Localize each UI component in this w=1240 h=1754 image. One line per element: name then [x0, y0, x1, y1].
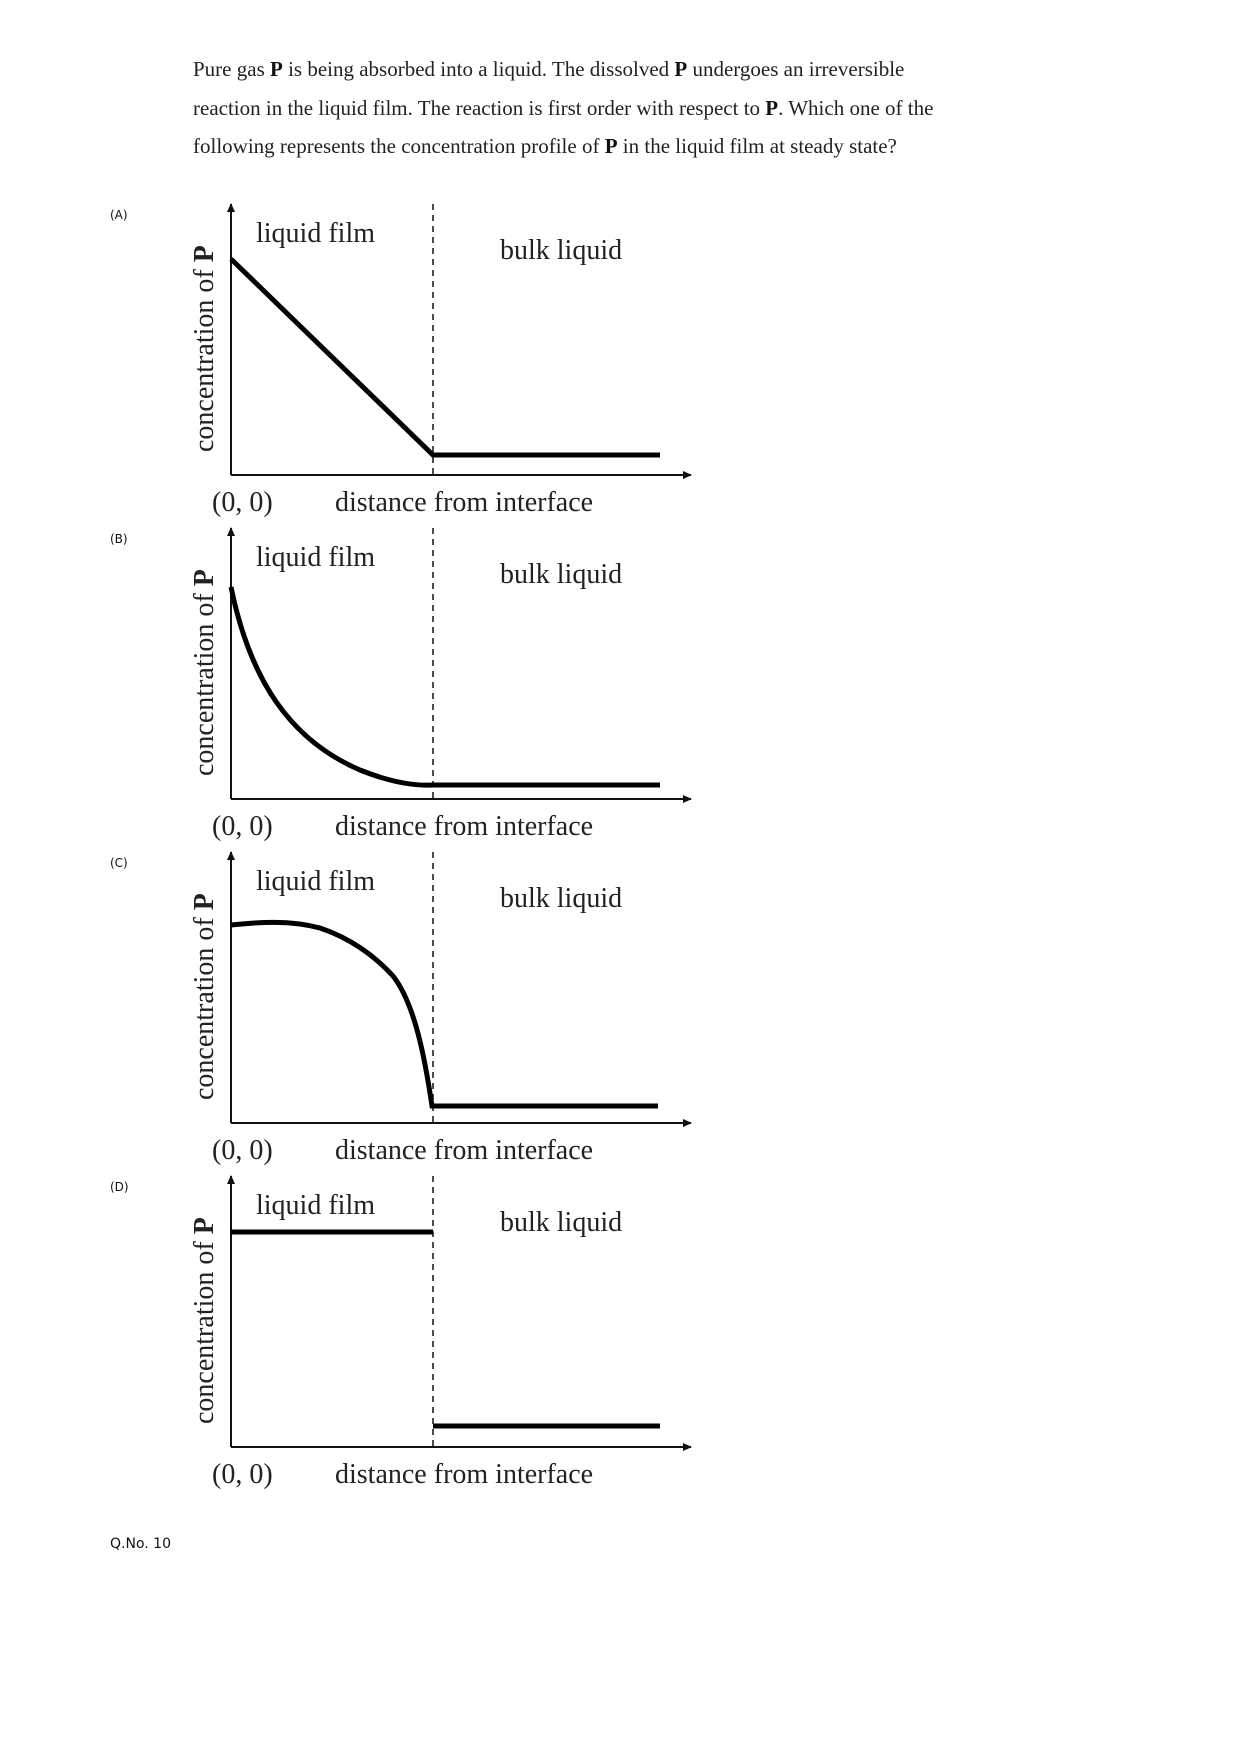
question-seg: in the liquid film at steady state? — [617, 134, 897, 158]
option-b-letter: (B) — [110, 532, 128, 546]
y-axis-label: concentration of P — [189, 569, 220, 776]
origin-label: (0, 0) — [212, 487, 273, 518]
option-d-svg: liquid film bulk liquid (0, 0) distance … — [189, 1175, 692, 1490]
profile-curve — [229, 257, 660, 458]
region-bulk-label: bulk liquid — [500, 559, 622, 590]
question-seg: . Which one of the following represents … — [193, 95, 934, 159]
question-text: Pure gas P is being absorbed into a liqu… — [193, 50, 963, 166]
region-film-label: liquid film — [256, 866, 375, 897]
x-axis-label: distance from interface — [335, 811, 593, 842]
option-c-letter: (C) — [110, 856, 128, 870]
region-film-label: liquid film — [256, 542, 375, 573]
y-axis-label: concentration of P — [189, 893, 220, 1100]
region-bulk-label: bulk liquid — [500, 1207, 622, 1238]
region-bulk-label: bulk liquid — [500, 235, 622, 266]
option-b-diagram[interactable]: liquid film bulk liquid (0, 0) distance … — [180, 520, 710, 850]
question-bold-p: P — [604, 134, 618, 158]
x-axis-label: distance from interface — [335, 1135, 593, 1166]
region-bulk-label: bulk liquid — [500, 883, 622, 914]
option-c-svg: liquid film bulk liquid (0, 0) distance … — [189, 851, 692, 1166]
option-b-svg: liquid film bulk liquid (0, 0) distance … — [189, 527, 692, 842]
x-axis-label: distance from interface — [335, 1459, 593, 1490]
question-seg: Pure gas — [193, 57, 270, 81]
origin-label: (0, 0) — [212, 1135, 273, 1166]
question-number: Q.No. 10 — [110, 1536, 171, 1552]
option-a-svg: liquid film bulk liquid (0, 0) distance … — [189, 203, 692, 518]
option-c-diagram[interactable]: liquid film bulk liquid (0, 0) distance … — [180, 844, 710, 1174]
region-film-label: liquid film — [256, 1190, 375, 1221]
question-bold-p: P — [765, 95, 779, 120]
question-seg: undergoes an irreversible reaction in th… — [193, 57, 905, 120]
question-bold-p: P — [674, 57, 688, 81]
origin-label: (0, 0) — [212, 1459, 273, 1490]
profile-curve — [230, 919, 658, 1109]
region-film-label: liquid film — [256, 218, 375, 249]
question-seg: is being absorbed into a liquid. The dis… — [282, 57, 675, 81]
option-a-letter: (A) — [110, 208, 128, 222]
y-axis-label: concentration of P — [189, 245, 220, 452]
origin-label: (0, 0) — [212, 811, 273, 842]
y-axis-label: concentration of P — [189, 1217, 220, 1424]
option-d-diagram[interactable]: liquid film bulk liquid (0, 0) distance … — [180, 1168, 710, 1498]
option-a-diagram[interactable]: liquid film bulk liquid (0, 0) distance … — [180, 196, 710, 526]
option-d-letter: (D) — [110, 1180, 129, 1194]
x-axis-label: distance from interface — [335, 487, 593, 518]
profile-curve — [228, 586, 660, 788]
question-bold-p: P — [270, 57, 283, 81]
